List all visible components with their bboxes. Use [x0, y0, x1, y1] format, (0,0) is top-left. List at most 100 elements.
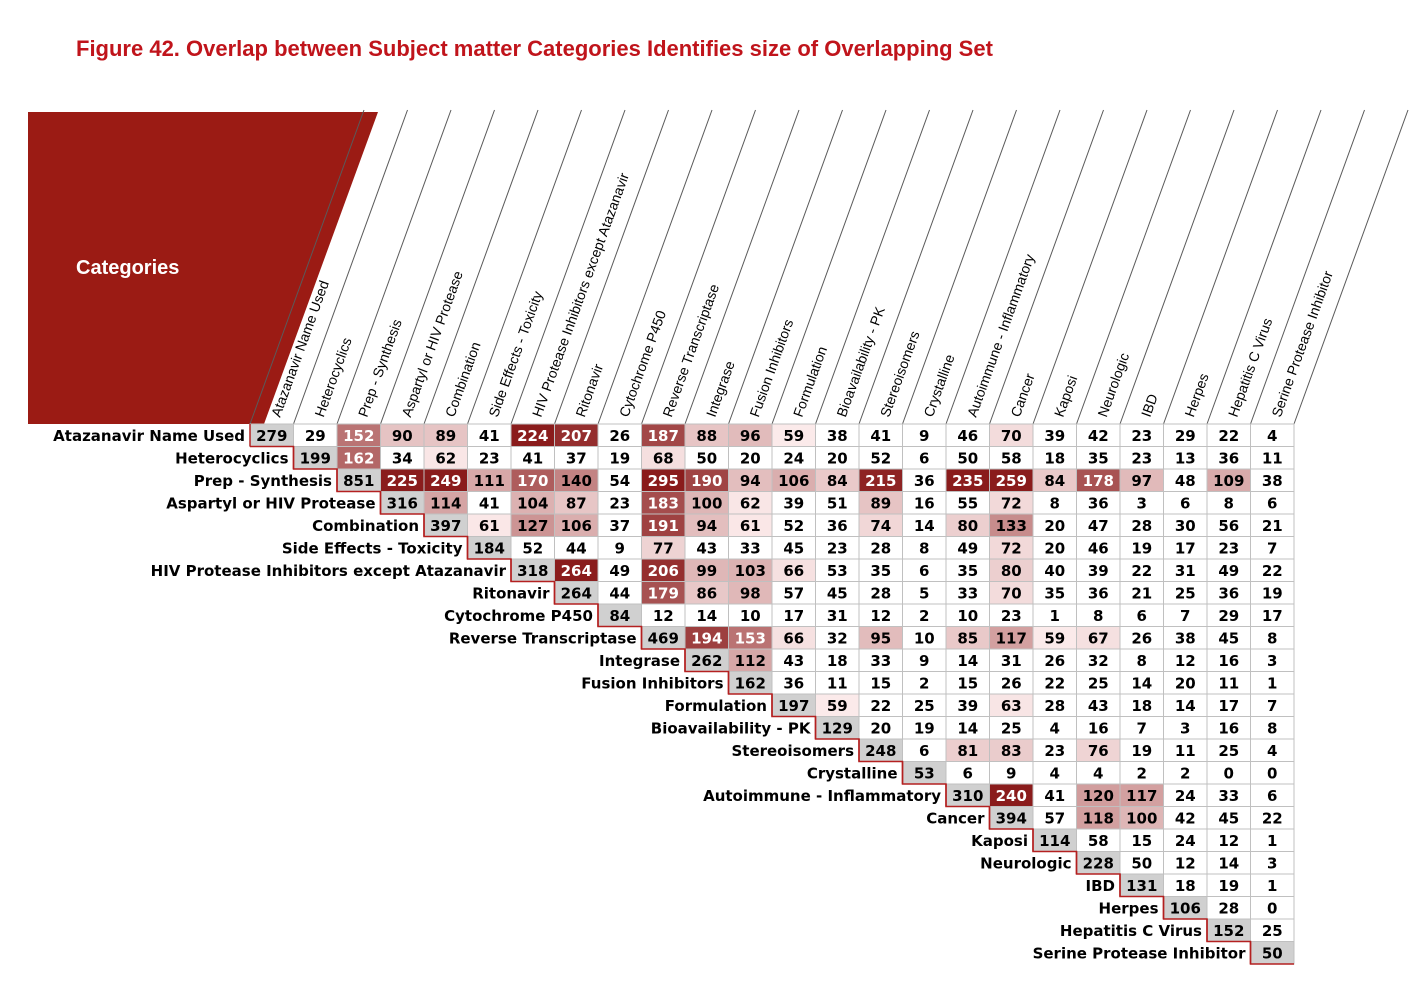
cell-value: 30 — [1175, 517, 1196, 535]
cell-value: 26 — [1131, 629, 1152, 647]
cell-value: 36 — [827, 517, 848, 535]
column-divider-line — [729, 110, 843, 424]
cell-value: 191 — [648, 517, 679, 535]
cell-value: 18 — [1131, 697, 1152, 715]
cell-value: 1 — [1267, 877, 1277, 895]
cell-value: 23 — [479, 449, 500, 467]
diagonal-value: 394 — [996, 809, 1027, 827]
cell-value: 12 — [870, 607, 891, 625]
row-label-heterocyclics: Heterocyclics — [175, 449, 289, 467]
column-label-serine-protease-inhibitor: Serine Protease Inhibitor — [1268, 268, 1336, 419]
cell-value: 41 — [870, 427, 891, 445]
cell-value: 70 — [1001, 427, 1022, 445]
cell-value: 190 — [691, 472, 722, 490]
row-label-aspartyl-or-hiv-protease: Aspartyl or HIV Protease — [166, 494, 375, 512]
row-label-bioavailability-pk: Bioavailability - PK — [651, 719, 812, 737]
cell-value: 29 — [1175, 427, 1196, 445]
cell-value: 14 — [957, 719, 978, 737]
cell-value: 45 — [1218, 629, 1239, 647]
diagonal-value: 262 — [691, 652, 722, 670]
column-divider-line — [1164, 110, 1278, 424]
cell-value: 4 — [1093, 764, 1103, 782]
cell-value: 100 — [691, 494, 722, 512]
diagonal-value: 50 — [1262, 944, 1283, 962]
cell-value: 49 — [1218, 562, 1239, 580]
cell-value: 51 — [827, 494, 848, 512]
cell-value: 16 — [1218, 719, 1239, 737]
row-label-integrase: Integrase — [599, 652, 680, 670]
cell-value: 8 — [1224, 494, 1234, 512]
cell-value: 44 — [609, 584, 630, 602]
cell-value: 39 — [1044, 427, 1065, 445]
cell-value: 14 — [957, 652, 978, 670]
cell-value: 80 — [957, 517, 978, 535]
column-label-ibd: IBD — [1138, 392, 1161, 419]
cell-value: 38 — [1175, 629, 1196, 647]
cell-value: 18 — [1044, 449, 1065, 467]
cell-value: 35 — [957, 562, 978, 580]
cell-value: 23 — [1218, 539, 1239, 557]
column-divider-line — [1077, 110, 1191, 424]
cell-value: 8 — [1093, 607, 1103, 625]
cell-value: 28 — [1044, 697, 1065, 715]
column-divider-line — [816, 110, 930, 424]
column-divider-line — [859, 110, 973, 424]
diagonal-value: 199 — [300, 449, 331, 467]
cell-value: 118 — [1083, 809, 1114, 827]
column-divider-line — [1033, 110, 1147, 424]
diagonal-value: 310 — [952, 787, 983, 805]
cell-value: 39 — [957, 697, 978, 715]
cell-value: 0 — [1267, 764, 1277, 782]
cell-value: 33 — [870, 652, 891, 670]
cell-value: 62 — [435, 449, 456, 467]
cell-value: 4 — [1267, 742, 1277, 760]
cell-value: 224 — [517, 427, 548, 445]
cell-value: 295 — [648, 472, 679, 490]
cell-value: 49 — [957, 539, 978, 557]
cell-value: 36 — [1218, 584, 1239, 602]
row-label-crystalline: Crystalline — [807, 764, 898, 782]
cell-value: 21 — [1262, 517, 1283, 535]
diagonal-value: 53 — [914, 764, 935, 782]
cell-value: 88 — [696, 427, 717, 445]
cell-value: 53 — [827, 562, 848, 580]
cell-value: 41 — [479, 427, 500, 445]
cell-value: 38 — [1262, 472, 1283, 490]
cell-value: 4 — [1267, 427, 1277, 445]
cell-value: 194 — [691, 629, 722, 647]
cell-value: 25 — [1175, 584, 1196, 602]
cell-value: 98 — [740, 584, 761, 602]
cell-value: 34 — [392, 449, 413, 467]
diagonal-value: 162 — [735, 674, 766, 692]
column-label-kaposi: Kaposi — [1051, 373, 1081, 419]
cell-value: 6 — [1267, 494, 1277, 512]
cell-value: 15 — [1131, 832, 1152, 850]
cell-value: 43 — [696, 539, 717, 557]
cell-value: 106 — [778, 472, 809, 490]
diagonal-value: 851 — [343, 472, 374, 490]
row-label-ibd: IBD — [1086, 877, 1115, 895]
column-divider-line — [642, 110, 756, 424]
cell-value: 207 — [561, 427, 592, 445]
cell-value: 72 — [1001, 539, 1022, 557]
cell-value: 21 — [1131, 584, 1152, 602]
cell-value: 178 — [1083, 472, 1114, 490]
cell-value: 106 — [561, 517, 592, 535]
cell-value: 215 — [865, 472, 896, 490]
cell-value: 10 — [914, 629, 935, 647]
cell-value: 56 — [1218, 517, 1239, 535]
cell-value: 6 — [1137, 607, 1147, 625]
column-divider-line — [946, 110, 1060, 424]
column-divider-line — [1294, 110, 1408, 424]
cell-value: 14 — [1218, 854, 1239, 872]
cell-value: 39 — [783, 494, 804, 512]
cell-value: 109 — [1213, 472, 1244, 490]
column-labels: Atazanavir Name UsedHeterocyclicsPrep - … — [268, 170, 1336, 419]
cell-value: 4 — [1050, 719, 1060, 737]
cell-value: 7 — [1180, 607, 1190, 625]
cell-value: 0 — [1224, 764, 1234, 782]
cell-value: 61 — [479, 517, 500, 535]
cell-value: 29 — [1218, 607, 1239, 625]
cell-value: 33 — [957, 584, 978, 602]
